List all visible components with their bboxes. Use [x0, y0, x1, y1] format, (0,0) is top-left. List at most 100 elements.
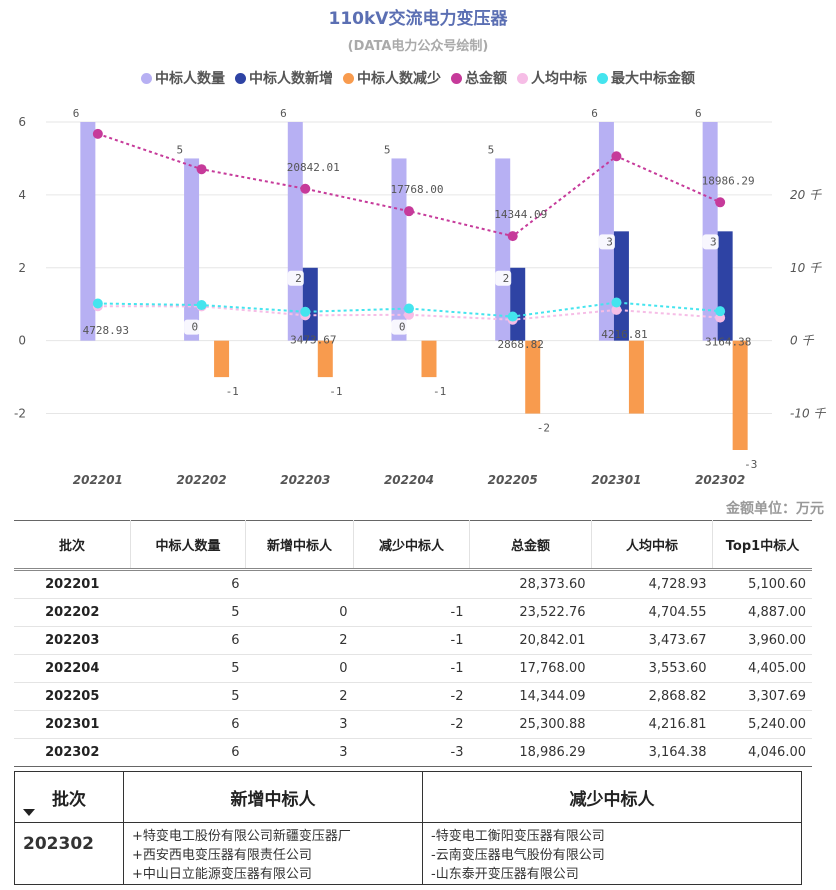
bar-reduced — [628, 340, 644, 414]
stats-cell: -1 — [353, 654, 470, 683]
point-total — [92, 128, 103, 139]
stats-cell: 23,522.76 — [469, 598, 592, 627]
point-total — [196, 164, 207, 175]
stats-cell: 4,216.81 — [591, 710, 713, 739]
y-left-tick-label: 6 — [18, 115, 26, 129]
detail-batch: 202302 — [14, 822, 124, 885]
detail-row[interactable]: 202302 +特变电工股份有限公司新疆变压器厂 +西安西电变压器有限责任公司 … — [14, 822, 802, 885]
stats-cell: 2 — [245, 626, 354, 655]
bar-bidders — [702, 122, 718, 341]
bar-new — [510, 267, 526, 341]
detail-removed-list: -特变电工衡阳变压器有限公司 -云南变压器电气股份有限公司 -山东泰开变压器有限… — [422, 822, 802, 885]
bar-label: 6 — [280, 107, 287, 120]
stats-cell: 28,373.60 — [469, 569, 592, 599]
header-reduced-bidders[interactable]: 减少中标人 — [353, 520, 470, 571]
y-left-tick-label: 4 — [18, 188, 26, 202]
legend-item-bidders[interactable]: 中标人数量 — [141, 68, 225, 88]
point-total — [611, 151, 622, 162]
bar-label: 6 — [695, 107, 702, 120]
legend-label: 中标人数量 — [155, 71, 225, 87]
point-max — [715, 306, 726, 317]
header-top1-amount[interactable]: Top1中标人 — [712, 520, 812, 571]
bar-bidders — [80, 122, 96, 341]
legend-item-max[interactable]: 最大中标金额 — [597, 68, 695, 88]
stats-row[interactable]: 202204 5 0 -1 17,768.00 3,553.60 4,405.00 — [14, 654, 812, 683]
legend-item-total[interactable]: 总金额 — [451, 68, 507, 88]
legend-item-reduced[interactable]: 中标人数减少 — [343, 68, 441, 88]
legend-label: 中标人数新增 — [249, 71, 333, 87]
legend-marker-new — [235, 72, 246, 84]
header-new-bidders[interactable]: 新增中标人 — [245, 520, 354, 571]
header-batch[interactable]: 批次 — [14, 520, 131, 571]
header-avg-amount[interactable]: 人均中标 — [591, 520, 713, 571]
bar-label-box — [702, 234, 719, 250]
header-bidder-count[interactable]: 中标人数量 — [130, 520, 246, 571]
bar-bidders — [184, 158, 200, 341]
added-bidder: +中山日立能源变压器有限公司 — [132, 867, 312, 882]
legend-label: 中标人数减少 — [357, 71, 441, 87]
stats-cell: 0 — [245, 654, 354, 683]
amount-unit-label: 金额单位：万元 — [726, 501, 824, 517]
bar-bidders — [495, 158, 511, 341]
bar-new — [302, 267, 318, 341]
legend-marker-max — [597, 72, 608, 84]
detail-header-added[interactable]: 新增中标人 — [123, 771, 423, 823]
stats-cell: 5 — [130, 682, 246, 711]
bar-bidders — [391, 158, 407, 341]
x-tick-label: 202202 — [177, 473, 227, 487]
detail-header-batch-label: 批次 — [52, 789, 86, 810]
bar-label: 5 — [488, 143, 495, 156]
line-label: 4728.93 — [83, 324, 129, 337]
legend-item-new[interactable]: 中标人数新增 — [235, 68, 333, 88]
stats-row[interactable]: 202203 6 2 -1 20,842.01 3,473.67 3,960.00 — [14, 626, 812, 655]
point-total — [507, 231, 518, 242]
detail-header-batch[interactable]: 批次 — [14, 771, 124, 823]
bar-label: 0 — [399, 321, 406, 334]
legend-item-avg[interactable]: 人均中标 — [517, 68, 587, 88]
stats-cell-batch: 202201 — [14, 569, 131, 599]
legend-label: 人均中标 — [531, 71, 587, 87]
detail-table: 批次 新增中标人 减少中标人 202302 +特变电工股份有限公司新疆变压器厂 … — [14, 771, 802, 885]
sort-desc-icon[interactable] — [23, 809, 35, 816]
bar-label-box — [598, 234, 615, 250]
bar-reduced — [317, 340, 333, 378]
stats-row[interactable]: 202205 5 2 -2 14,344.09 2,868.82 3,307.69 — [14, 682, 812, 711]
point-max — [196, 300, 207, 311]
stats-cell: 2,868.82 — [591, 682, 713, 711]
stats-cell: 4,728.93 — [591, 569, 713, 599]
stats-cell: 5 — [130, 654, 246, 683]
stats-cell: 5 — [130, 598, 246, 627]
stats-cell: 18,986.29 — [469, 738, 592, 767]
detail-header-removed[interactable]: 减少中标人 — [422, 771, 802, 823]
stats-cell — [353, 569, 470, 599]
y-right-tick-label: 0 千 — [790, 334, 814, 348]
header-total-amount[interactable]: 总金额 — [469, 520, 592, 571]
stats-cell-batch: 202202 — [14, 598, 131, 627]
point-max — [300, 306, 311, 317]
bar-label: -2 — [537, 422, 550, 435]
stats-row[interactable]: 202301 6 3 -2 25,300.88 4,216.81 5,240.00 — [14, 710, 812, 739]
stats-row[interactable]: 202302 6 3 -3 18,986.29 3,164.38 4,046.00 — [14, 738, 812, 767]
bar-label: -3 — [744, 458, 757, 471]
stats-row[interactable]: 202201 6 28,373.60 4,728.93 5,100.60 — [14, 569, 812, 599]
stats-row[interactable]: 202202 5 0 -1 23,522.76 4,704.55 4,887.00 — [14, 598, 812, 627]
line-label: 3164.38 — [705, 336, 751, 349]
added-bidder: +特变电工股份有限公司新疆变压器厂 — [132, 829, 351, 844]
stats-cell: 4,046.00 — [712, 738, 812, 767]
stats-cell: 2 — [245, 682, 354, 711]
point-total — [300, 183, 311, 194]
stats-cell: 3,960.00 — [712, 626, 812, 655]
bar-label: -1 — [226, 385, 239, 398]
stats-cell: 25,300.88 — [469, 710, 592, 739]
stats-cell: 6 — [130, 626, 246, 655]
bar-label: 5 — [384, 143, 391, 156]
point-avg — [611, 304, 622, 315]
x-tick-label: 202203 — [280, 473, 330, 487]
legend-marker-total — [451, 72, 462, 84]
stats-cell: 5,240.00 — [712, 710, 812, 739]
x-tick-label: 202201 — [73, 473, 123, 487]
line-label: 4216.81 — [601, 328, 647, 341]
legend-label: 总金额 — [465, 71, 507, 87]
line-label: 18986.29 — [702, 174, 755, 187]
stats-cell: -2 — [353, 710, 470, 739]
